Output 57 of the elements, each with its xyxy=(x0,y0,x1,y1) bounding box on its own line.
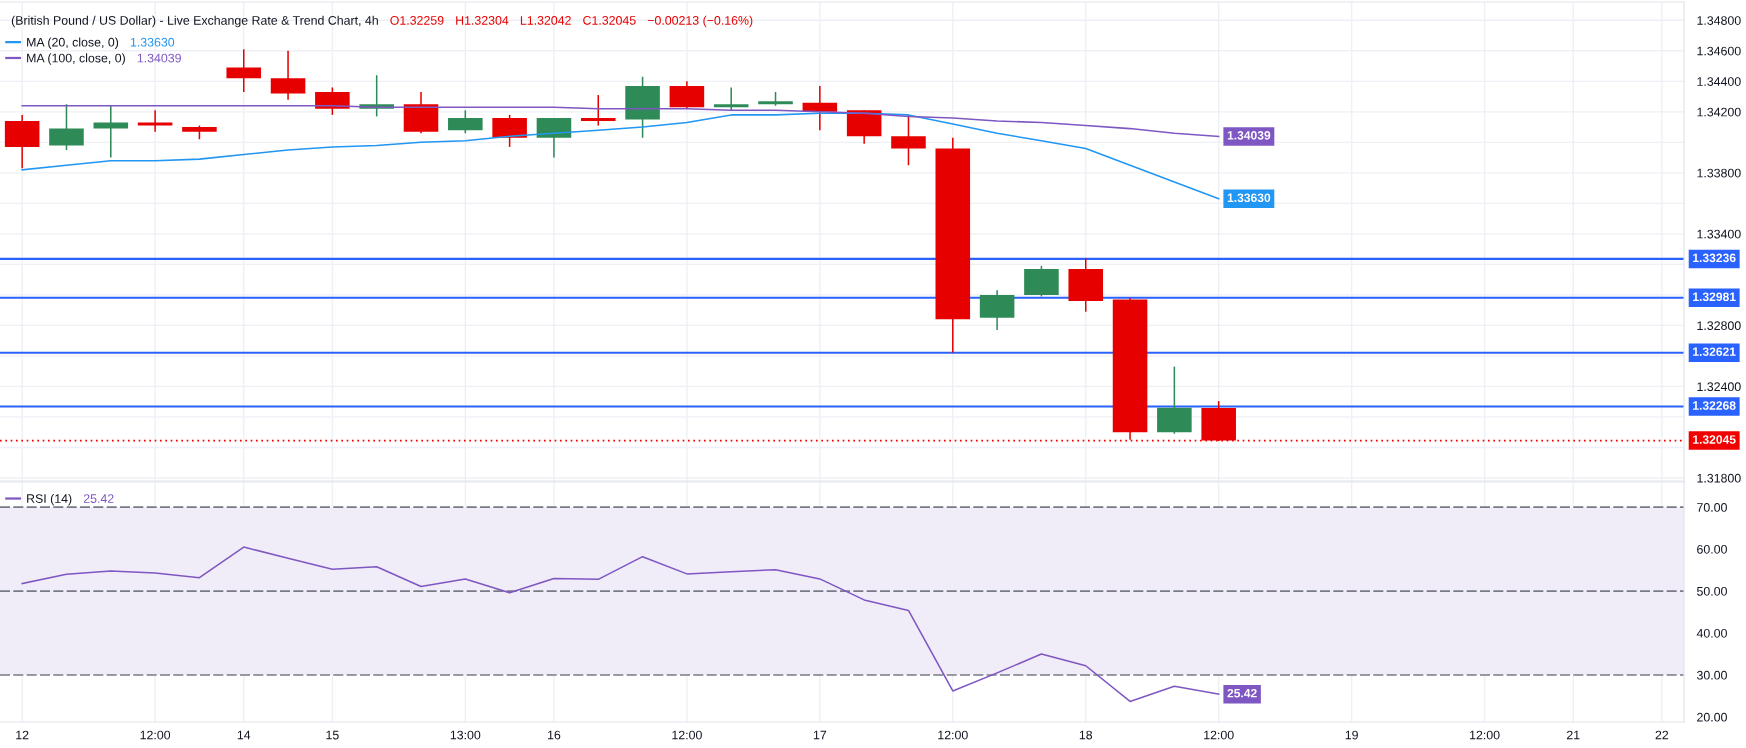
y-tick-label: 1.34800 xyxy=(1697,16,1741,25)
x-tick-label: 21 xyxy=(1566,730,1580,740)
x-tick-label: 14 xyxy=(237,730,251,740)
x-tick-label: 15 xyxy=(326,730,339,740)
y-tick-label: 1.31800 xyxy=(1697,473,1741,483)
x-tick-label: 12 xyxy=(16,730,29,740)
legend-label: MA (100, close, 0) xyxy=(27,53,125,65)
legend-label: MA (20, close, 0) xyxy=(27,37,119,50)
y-tick-label: 1.33400 xyxy=(1697,229,1741,239)
annotation: O1.32259 xyxy=(390,16,444,25)
ref-line-label: 1.32045 xyxy=(1693,435,1736,444)
x-tick-label: 12:00 xyxy=(1470,730,1500,740)
ref-line-label: 1.32621 xyxy=(1693,347,1736,356)
data-label: 1.34039 xyxy=(1227,131,1271,140)
candlestick xyxy=(713,86,749,112)
y-tick-label: 60.00 xyxy=(1697,544,1727,554)
x-tick-label: 12:00 xyxy=(140,730,171,740)
y-tick-label: 40.00 xyxy=(1696,628,1727,638)
legend-label: RSI (14) xyxy=(27,493,72,506)
y-tick-label: 30.00 xyxy=(1696,670,1727,680)
data-label: 1.33630 xyxy=(1227,193,1271,203)
y-tick-label: 1.34200 xyxy=(1697,107,1741,117)
x-tick-label: 13:00 xyxy=(450,730,481,740)
annotation: −0.00213 (−0.16%) xyxy=(647,15,753,28)
annotation: H1.32304 xyxy=(456,16,509,25)
line-series xyxy=(21,104,1220,138)
x-tick-label: 12:00 xyxy=(938,730,968,740)
y-tick-label: 1.34400 xyxy=(1697,77,1741,86)
x-tick-label: 16 xyxy=(548,730,561,740)
x-tick-label: 17 xyxy=(813,730,827,740)
x-tick-label: 12:00 xyxy=(1204,730,1234,740)
ref-line-label: 1.33236 xyxy=(1693,253,1736,263)
y-tick-label: 50.00 xyxy=(1696,586,1727,596)
data-label: 25.42 xyxy=(1227,688,1257,698)
candlestick xyxy=(137,109,173,133)
y-tick-label: 1.33800 xyxy=(1697,168,1741,178)
y-tick-label: 1.32800 xyxy=(1697,321,1741,330)
text: 25.42 xyxy=(83,494,114,503)
text: 1.33630 xyxy=(130,37,175,47)
line-series xyxy=(21,546,1220,703)
ref-line-label: 1.32981 xyxy=(1693,292,1736,302)
y-tick-label: 1.34600 xyxy=(1697,46,1741,56)
candlestick xyxy=(93,104,129,159)
text: (British Pound / US Dollar) - Live Exchange Rate & Trend Chart, 4h xyxy=(11,15,378,28)
text: 1.34039 xyxy=(137,53,181,63)
y-tick-label: 20.00 xyxy=(1697,712,1727,722)
x-tick-label: 19 xyxy=(1345,730,1358,740)
x-tick-label: 22 xyxy=(1655,730,1669,740)
candlestick xyxy=(580,94,616,127)
y-tick-label: 1.32400 xyxy=(1697,382,1741,392)
ref-line-label: 1.32268 xyxy=(1693,401,1736,410)
annotation: C1.32045 xyxy=(583,16,636,25)
y-tick-label: 70.00 xyxy=(1697,503,1727,512)
x-tick-label: 18 xyxy=(1079,730,1093,740)
line-series xyxy=(21,112,1220,200)
x-tick-label: 12:00 xyxy=(672,730,702,740)
annotation: L1.32042 xyxy=(520,16,571,25)
